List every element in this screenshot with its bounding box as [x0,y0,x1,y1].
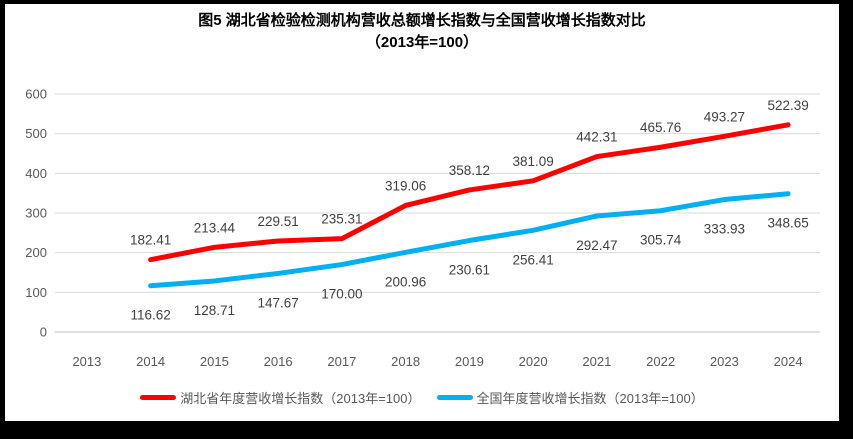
data-label: 116.62 [130,308,170,323]
data-label: 348.65 [767,216,808,231]
y-axis-tick-label: 100 [25,285,47,300]
line-chart-canvas: 0 100 200 300 400 500 600 2013 2014 2015 2016 2017 2… [25,87,820,369]
y-axis-tick-label: 400 [25,166,47,181]
series-line-0 [148,122,791,263]
data-label: 230.61 [449,263,490,278]
data-label: 170.00 [321,287,362,302]
x-axis-tick-label: 2019 [455,354,484,369]
chart-title-block: 图5 湖北省检验检测机构营收总额增长指数与全国营收增长指数对比 （2013年=1… [5,10,839,54]
x-axis-tick-label: 2018 [391,354,420,369]
x-axis-tick-label: 2013 [72,354,101,369]
data-label: 147.67 [257,295,298,310]
data-label: 465.76 [640,120,681,135]
data-label: 442.31 [576,130,617,145]
data-label: 493.27 [704,109,745,124]
x-axis-tick-label: 2021 [582,354,611,369]
legend-item-hubei: 湖北省年度营收增长指数（2013年=100） [140,388,421,407]
x-axis-tick-label: 2014 [136,354,165,369]
data-label: 333.93 [704,222,745,237]
x-axis-tick-label: 2016 [264,354,293,369]
data-label: 381.09 [512,154,553,169]
data-label: 522.39 [767,98,808,113]
data-label: 319.06 [385,178,426,193]
legend-item-national: 全国年度营收增长指数（2013年=100） [436,388,704,407]
y-axis-tick-label: 200 [25,245,47,260]
y-axis-tick-label: 500 [25,126,47,141]
data-label: 256.41 [512,252,553,267]
data-label: 235.31 [321,212,362,227]
x-axis-tick-label: 2020 [519,354,548,369]
y-axis-tick-label: 300 [25,206,47,221]
data-label: 305.74 [640,233,682,248]
x-axis-tick-label: 2017 [327,354,356,369]
x-axis-tick-label: 2015 [200,354,229,369]
y-axis-tick-label: 0 [40,325,47,340]
data-label: 292.47 [576,238,617,253]
x-axis-tick-label: 2024 [774,354,803,369]
chart-subtitle: （2013年=100） [365,34,479,51]
data-label: 358.12 [449,163,490,178]
legend-swatch-hubei-line [140,395,177,400]
chart-legend: 湖北省年度营收增长指数（2013年=100） 全国年度营收增长指数（2013年=… [5,388,839,407]
chart-title: 图5 湖北省检验检测机构营收总额增长指数与全国营收增长指数对比 [198,12,646,29]
data-label: 229.51 [257,214,298,229]
data-label: 182.41 [130,233,171,248]
y-axis-tick-label: 600 [25,87,47,102]
series-line-1 [148,191,791,289]
data-label: 200.96 [385,274,426,289]
legend-label-national: 全国年度营收增长指数（2013年=100） [476,391,704,406]
legend-swatch-national-line [436,395,473,400]
x-axis-tick-label: 2022 [646,354,675,369]
legend-label-hubei: 湖北省年度营收增长指数（2013年=100） [180,391,421,406]
x-axis-tick-label: 2023 [710,354,739,369]
data-label: 128.71 [194,303,235,318]
data-label: 213.44 [194,220,236,235]
